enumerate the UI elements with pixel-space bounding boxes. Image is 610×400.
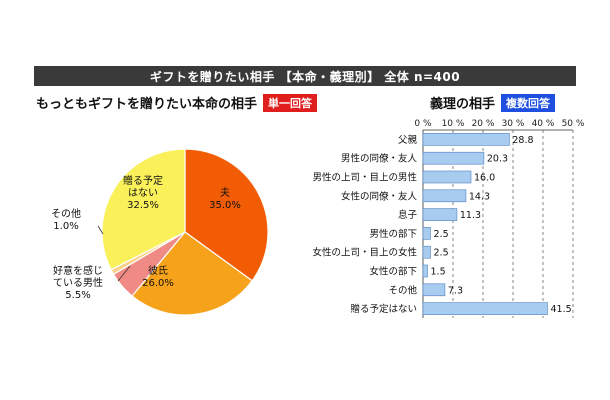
- pie-slice-label: 夫 35.0%: [209, 187, 241, 211]
- bar: [422, 302, 548, 315]
- bar: [422, 283, 446, 297]
- pie-heading-text: もっともギフトを贈りたい本命の相手: [36, 97, 258, 112]
- category-label: 女性の上司・目上の女性: [312, 247, 417, 259]
- x-tick-label: 0 %: [414, 119, 432, 129]
- category-label: 父親: [398, 134, 418, 146]
- category-label: その他: [388, 284, 417, 296]
- bar-value-label: 41.5: [551, 304, 572, 315]
- bar-heading: 義理の相手 複数回答: [430, 93, 556, 112]
- category-label: 女性の同僚・友人: [341, 190, 418, 202]
- pie-slice-label: その他 1.0%: [51, 207, 81, 232]
- pie-slice-label: 好意を感じている男性 5.5%: [53, 264, 103, 301]
- pie-slice: [131, 231, 253, 316]
- x-tick-label: 30 %: [502, 119, 525, 129]
- bar: [422, 133, 510, 146]
- bar-value-label: 16.0: [474, 173, 495, 184]
- pie-leader-line: [97, 225, 104, 235]
- multiple-answer-badge: 複数回答: [501, 94, 556, 112]
- x-tick-label: 40 %: [532, 119, 555, 129]
- category-label: 女性の部下: [369, 266, 417, 278]
- category-label: 息子: [398, 209, 418, 221]
- category-label: 贈る予定はない: [350, 303, 417, 315]
- x-tick-label: 50 %: [562, 119, 585, 129]
- bar: [422, 264, 428, 278]
- category-label: 男性の部下: [369, 228, 417, 240]
- category-label: 男性の上司・目上の男性: [312, 172, 417, 184]
- bar-value-label: 7.3: [448, 285, 463, 296]
- pie-leader-line: [117, 265, 131, 282]
- chart-title: ギフトを贈りたい相手 【本命・義理別】 全体 n=400: [149, 69, 461, 84]
- bar-value-label: 2.5: [434, 248, 449, 259]
- single-answer-badge: 単一回答: [263, 94, 318, 112]
- x-tick-label: 20 %: [472, 119, 495, 129]
- bar: [422, 245, 431, 259]
- bar-value-label: 28.8: [512, 135, 533, 146]
- bar-value-label: 14.3: [469, 191, 490, 202]
- bar: [422, 151, 485, 165]
- chart-title-bar: ギフトを贈りたい相手 【本命・義理別】 全体 n=400: [34, 66, 576, 86]
- x-tick-label: 10 %: [442, 119, 465, 129]
- pie-slice-label: 贈る予定はない 32.5%: [123, 174, 163, 211]
- bar-value-label: 2.5: [434, 229, 449, 240]
- bar-value-label: 1.5: [431, 267, 446, 278]
- bar: [422, 189, 467, 203]
- bar-value-label: 20.3: [487, 154, 508, 165]
- pie-slice-label: 彼氏 26.0%: [142, 264, 174, 289]
- pie-slice: [184, 148, 269, 282]
- category-label: 男性の同僚・友人: [341, 153, 418, 165]
- bar: [422, 170, 472, 184]
- pie-heading: もっともギフトを贈りたい本命の相手 単一回答: [36, 93, 318, 112]
- bar-value-label: 11.3: [460, 210, 481, 221]
- pie-slice: [101, 148, 186, 271]
- bar: [422, 208, 458, 221]
- bar-heading-text: 義理の相手: [430, 97, 496, 112]
- bar: [422, 227, 431, 240]
